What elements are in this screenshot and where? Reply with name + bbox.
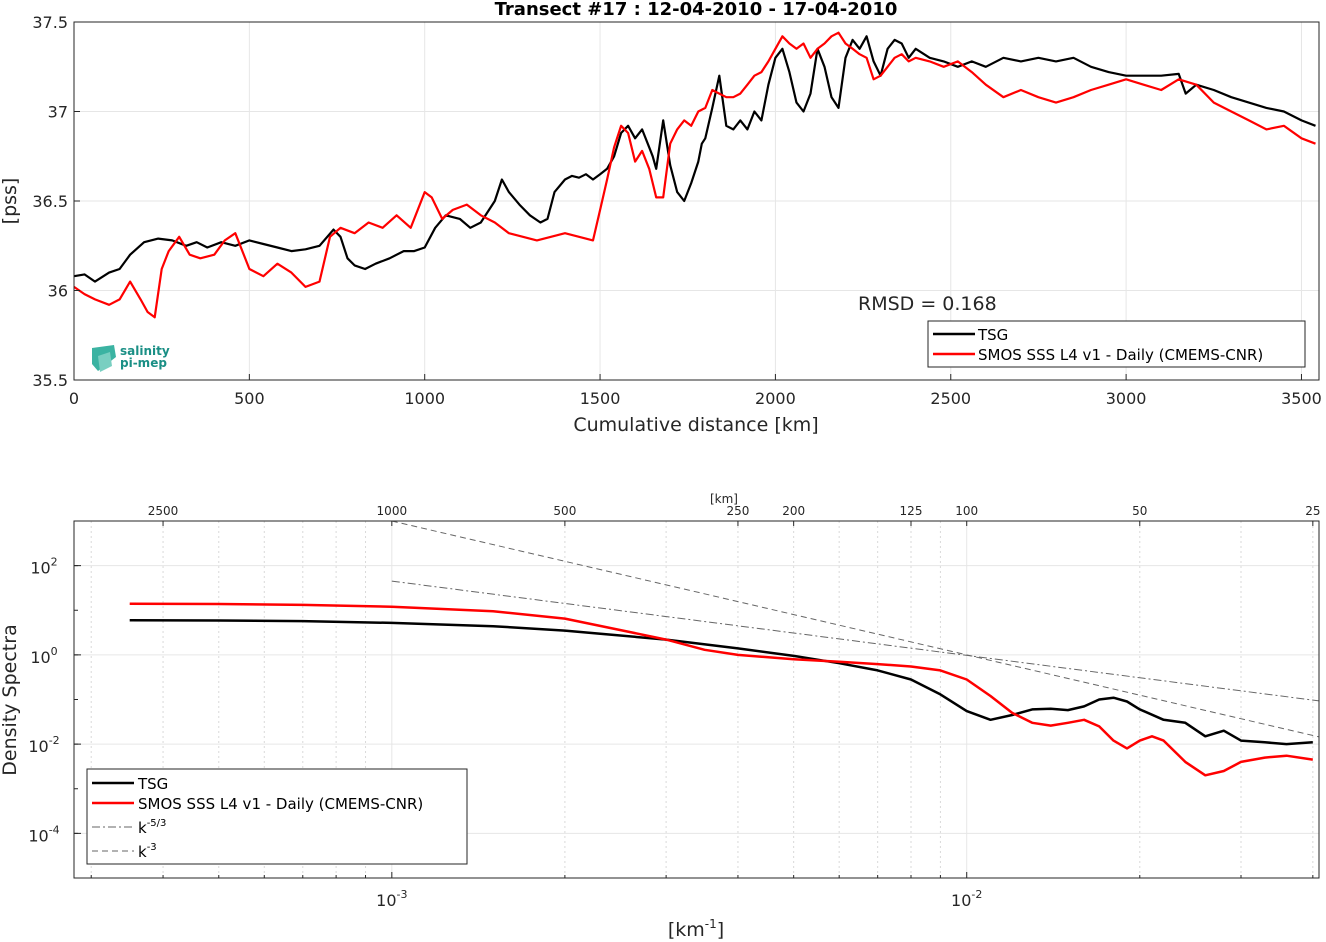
transect-x-tick-label: 3000 (1106, 389, 1147, 408)
spectra-top-tick-label: 500 (553, 504, 576, 518)
spectra-x-tick-label-base: 10 (951, 891, 971, 910)
spectra-y-axis-label: Density Spectra (0, 624, 21, 775)
spectra-x-axis-label: [km-1] (668, 917, 724, 941)
spectra-y-tick-label-sup: 2 (51, 556, 58, 569)
k53-sup: -5/3 (147, 818, 167, 829)
transect-x-tick-label: 1500 (580, 389, 621, 408)
legend-label-tsg: TSG (977, 326, 1008, 344)
transect-legend: TSG SMOS SSS L4 v1 - Daily (CMEMS-CNR) (927, 320, 1306, 368)
spectra-y-tick-label-sup: -2 (49, 734, 60, 747)
spectra-top-tick-label: 25 (1305, 504, 1320, 518)
spectra-top-tick-label: 100 (955, 504, 978, 518)
spectra-legend: TSG SMOS SSS L4 v1 - Daily (CMEMS-CNR) k… (86, 768, 468, 865)
transect-y-tick-label: 37 (48, 103, 68, 122)
spectra-top-tick-label: 2500 (148, 504, 179, 518)
transect-y-tick-label: 35.5 (32, 371, 68, 390)
spectra-x-axis-label-sup: -1 (705, 917, 717, 931)
rmsd-annotation: RMSD = 0.168 (858, 293, 997, 315)
transect-y-tick-label: 36 (48, 282, 68, 301)
spectra-x-tick-label-base: 10 (376, 891, 396, 910)
transect-legend-box (927, 320, 1306, 368)
spectra-top-tick-label: 125 (900, 504, 923, 518)
spectra-y-tick-label: 10-2 (28, 734, 59, 756)
logo-text-salinity: salinity (120, 344, 170, 358)
transect-x-axis-label: Cumulative distance [km] (573, 414, 818, 436)
spectra-top-axis-label: [km] (710, 492, 738, 506)
transect-y-tick-label: 37.5 (32, 13, 68, 32)
transect-x-ticks: 0 500 1000 1500 2000 2500 3000 3500 (69, 374, 1322, 408)
transect-y-ticks: 35.5 36 36.5 37 37.5 (32, 13, 80, 390)
transect-x-tick-label: 1000 (404, 389, 445, 408)
spectra-top-tick-label: 250 (726, 504, 749, 518)
k53-base: k (138, 819, 147, 837)
logo-text-pi-mep: pi-mep (120, 356, 167, 370)
spectra-line-tsg (129, 618, 1313, 746)
spectra-top-ticks: 2500 1000 500 250 200 125 100 50 25 (148, 504, 1320, 526)
transect-series (73, 31, 1316, 319)
transect-x-tick-label: 3500 (1281, 389, 1322, 408)
legend-label-smos: SMOS SSS L4 v1 - Daily (CMEMS-CNR) (978, 346, 1263, 364)
spectra-x-tick-label-sup: -2 (971, 888, 982, 901)
spectra-x-axis-label-end: ] (717, 919, 724, 941)
transect-y-axis-label: [pss] (0, 178, 21, 225)
logo-mark-highlight (98, 352, 112, 372)
spectra-legend-label-smos: SMOS SSS L4 v1 - Daily (CMEMS-CNR) (138, 795, 423, 813)
transect-x-tick-label: 2000 (755, 389, 796, 408)
spectra-line-smos (129, 602, 1313, 777)
spectra-legend-label-k53: k-5/3 (138, 818, 166, 837)
spectra-top-tick-label: 200 (782, 504, 805, 518)
spectra-y-tick-label: 10-4 (28, 823, 59, 845)
transect-x-tick-label: 500 (234, 389, 265, 408)
transect-x-tick-label: 0 (69, 389, 79, 408)
spectra-y-tick-label: 102 (30, 556, 57, 578)
spectra-top-tick-label: 50 (1132, 504, 1147, 518)
transect-chart: 0 500 1000 1500 2000 2500 3000 3500 35.53636.53… (0, 0, 1322, 436)
k3-base: k (138, 843, 147, 861)
spectra-y-tick-label-sup: -4 (49, 823, 60, 836)
spectra-x-tick-label-sup: -3 (397, 888, 408, 901)
salinity-pi-mep-logo: salinity pi-mep (92, 344, 170, 372)
spectra-y-tick-label: 100 (30, 645, 57, 667)
spectra-line-k53 (391, 580, 1320, 702)
transect-line-smos (73, 31, 1316, 319)
spectra-series (129, 520, 1320, 777)
spectra-top-tick-label: 1000 (377, 504, 408, 518)
spectra-x-tick-label: 10-2 (951, 888, 982, 910)
spectra-y-tick-label-base: 10 (30, 559, 50, 578)
spectra-legend-box (86, 768, 468, 865)
transect-title: Transect #17 : 12-04-2010 - 17-04-2010 (495, 0, 898, 20)
spectra-legend-label-tsg: TSG (137, 775, 168, 793)
transect-y-tick-label: 36.5 (32, 192, 68, 211)
spectra-x-axis-label-base: [km (668, 919, 705, 941)
spectra-line-k3 (391, 520, 1320, 738)
spectra-y-tick-label-base: 10 (28, 826, 48, 845)
spectra-x-tick-label: 10-3 (376, 888, 407, 910)
transect-line-tsg (73, 35, 1316, 283)
transect-x-tick-label: 2500 (930, 389, 971, 408)
spectra-x-ticks: 10-3 10-2 (90, 872, 1314, 910)
spectra-y-tick-label-base: 10 (30, 648, 50, 667)
spectra-legend-label-k3: k-3 (138, 842, 157, 861)
k3-sup: -3 (147, 842, 157, 853)
spectra-y-tick-label-sup: 0 (51, 645, 58, 658)
spectra-y-tick-label-base: 10 (28, 737, 48, 756)
